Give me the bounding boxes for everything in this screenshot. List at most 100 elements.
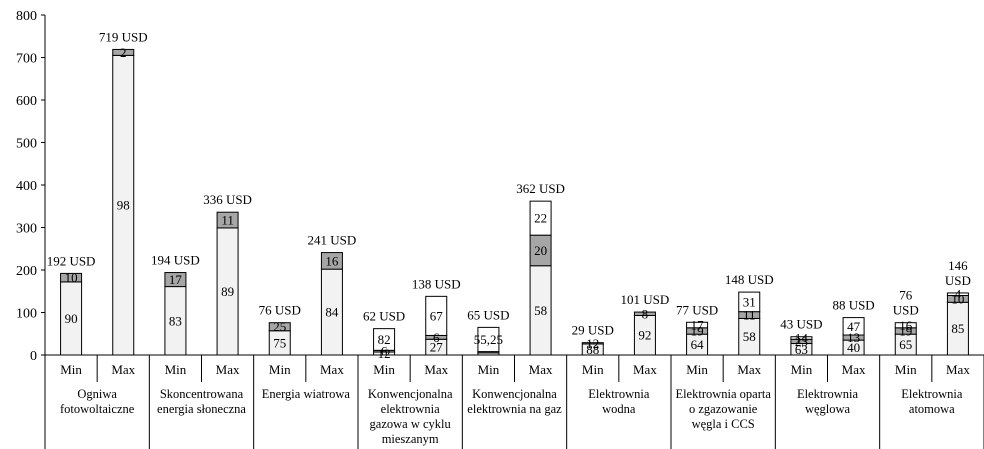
bar-total-label: 146 bbox=[948, 258, 968, 273]
segment-value-label: 55,25 bbox=[474, 332, 503, 347]
category-label: fotowoltaiczne bbox=[60, 402, 135, 416]
bar-total-label: 101 USD bbox=[621, 292, 670, 307]
category-label: Konwencjonalna bbox=[472, 387, 557, 401]
bar-segment bbox=[790, 336, 813, 340]
category-label: elektrownia bbox=[381, 402, 440, 416]
category-label: Elektrownia bbox=[901, 387, 963, 401]
bar-segment bbox=[842, 317, 865, 336]
bar-segment bbox=[425, 295, 448, 336]
bar-segment bbox=[581, 342, 604, 345]
segment-value-label: 19 bbox=[691, 323, 704, 338]
segment-value-label: 75 bbox=[273, 335, 286, 350]
bar-total-label: 336 USD bbox=[203, 192, 252, 207]
bar-total-label: 138 USD bbox=[412, 276, 461, 291]
category-label: Energia wiatrowa bbox=[262, 387, 351, 401]
subcategory-label: Min bbox=[478, 362, 500, 377]
segment-value-label: 89 bbox=[221, 284, 234, 299]
category-label: energia słoneczna bbox=[157, 402, 246, 416]
bar-total-label: 65 USD bbox=[467, 307, 509, 322]
subcategory-label: Min bbox=[269, 362, 291, 377]
segment-value-label: 19 bbox=[899, 323, 912, 338]
category-label: Elektrownia oparta bbox=[675, 387, 771, 401]
bar-total-label: 148 USD bbox=[725, 272, 774, 287]
segment-value-label: 6 bbox=[381, 344, 388, 359]
segment-value-label: 20 bbox=[534, 243, 547, 258]
segment-value-label: 67 bbox=[430, 308, 444, 323]
bar-segment bbox=[738, 291, 761, 313]
segment-value-label: 6 bbox=[433, 330, 440, 345]
subcategory-label: Max bbox=[737, 362, 761, 377]
category-label: wodna bbox=[602, 402, 636, 416]
segment-value-label: 58 bbox=[743, 329, 756, 344]
subcategory-label: Max bbox=[320, 362, 344, 377]
bar-total-label: 241 USD bbox=[308, 233, 357, 248]
segment-value-label: 10 bbox=[65, 270, 78, 285]
category-label: Skoncentrowana bbox=[160, 387, 244, 401]
category-label: Elektrownia bbox=[588, 387, 650, 401]
segment-value-label: 12 bbox=[586, 336, 599, 351]
segment-value-label: 16 bbox=[325, 253, 339, 268]
segment-value-label: 47 bbox=[847, 319, 861, 334]
y-tick-label: 800 bbox=[16, 9, 37, 24]
subcategory-label: Max bbox=[216, 362, 240, 377]
segment-value-label: 11 bbox=[743, 308, 756, 323]
bar-segment bbox=[894, 322, 917, 329]
y-tick-label: 0 bbox=[30, 349, 37, 364]
subcategory-label: Min bbox=[582, 362, 604, 377]
bar-segment bbox=[60, 272, 83, 283]
segment-value-label: 25 bbox=[273, 319, 286, 334]
bar-total-label: 192 USD bbox=[47, 253, 96, 268]
subcategory-label: Min bbox=[165, 362, 187, 377]
subcategory-label: Min bbox=[686, 362, 708, 377]
category-label: mieszanym bbox=[382, 432, 439, 446]
bar-segment bbox=[529, 200, 552, 236]
category-label: węglowa bbox=[805, 402, 851, 416]
segment-value-label: 58 bbox=[534, 303, 547, 318]
segment-value-label: 85 bbox=[951, 321, 964, 336]
bar-segment bbox=[373, 328, 396, 351]
bar-segment bbox=[216, 211, 239, 229]
bar-total-label: 88 USD bbox=[832, 298, 874, 313]
segment-value-label: 83 bbox=[169, 313, 182, 328]
segment-value-label: 98 bbox=[117, 198, 130, 213]
segment-value-label: 22 bbox=[534, 211, 547, 226]
subcategory-label: Max bbox=[424, 362, 448, 377]
y-tick-label: 700 bbox=[16, 52, 37, 67]
segment-value-label: 40 bbox=[847, 340, 860, 355]
category-label: Elektrownia bbox=[797, 387, 859, 401]
segment-value-label: 84 bbox=[325, 305, 339, 320]
segment-value-label: 2 bbox=[120, 45, 127, 60]
y-tick-label: 200 bbox=[16, 264, 37, 279]
category-label: Konwencjonalna bbox=[368, 387, 453, 401]
segment-value-label: 63 bbox=[795, 342, 808, 357]
category-label: węgla i CCS bbox=[692, 417, 755, 431]
bar-segment bbox=[320, 252, 343, 270]
segment-value-label: 82 bbox=[378, 332, 391, 347]
segment-value-label: 17 bbox=[169, 272, 183, 287]
bar-total-label: 719 USD bbox=[99, 29, 148, 44]
segment-value-label: 88 bbox=[586, 342, 599, 357]
subcategory-label: Min bbox=[791, 362, 813, 377]
subcategory-label: Max bbox=[633, 362, 657, 377]
axes: 0 100 200 300 400 500 600 700 800 bbox=[16, 9, 984, 449]
bar-segment bbox=[477, 326, 500, 353]
bar-total-label: 62 USD bbox=[363, 309, 405, 324]
category-label: o zgazowanie bbox=[689, 402, 758, 416]
segment-value-label: 13 bbox=[847, 330, 860, 345]
y-tick-label: 300 bbox=[16, 222, 37, 237]
y-tick-label: 100 bbox=[16, 307, 37, 322]
segment-value-label: 92 bbox=[638, 328, 651, 343]
bar-total-label: 29 USD bbox=[572, 323, 614, 338]
segment-value-label: 8 bbox=[642, 306, 649, 321]
subcategory-label: Max bbox=[529, 362, 553, 377]
subcategory-label: Min bbox=[373, 362, 395, 377]
bars bbox=[60, 48, 969, 356]
y-tick-label: 400 bbox=[16, 179, 37, 194]
segment-value-label: 4 bbox=[955, 287, 962, 302]
bar-segment bbox=[112, 48, 135, 56]
segment-value-label: 27 bbox=[430, 340, 444, 355]
category-label: gazowa w cyklu bbox=[370, 417, 452, 431]
bar-total-label: 76 USD bbox=[259, 303, 301, 318]
